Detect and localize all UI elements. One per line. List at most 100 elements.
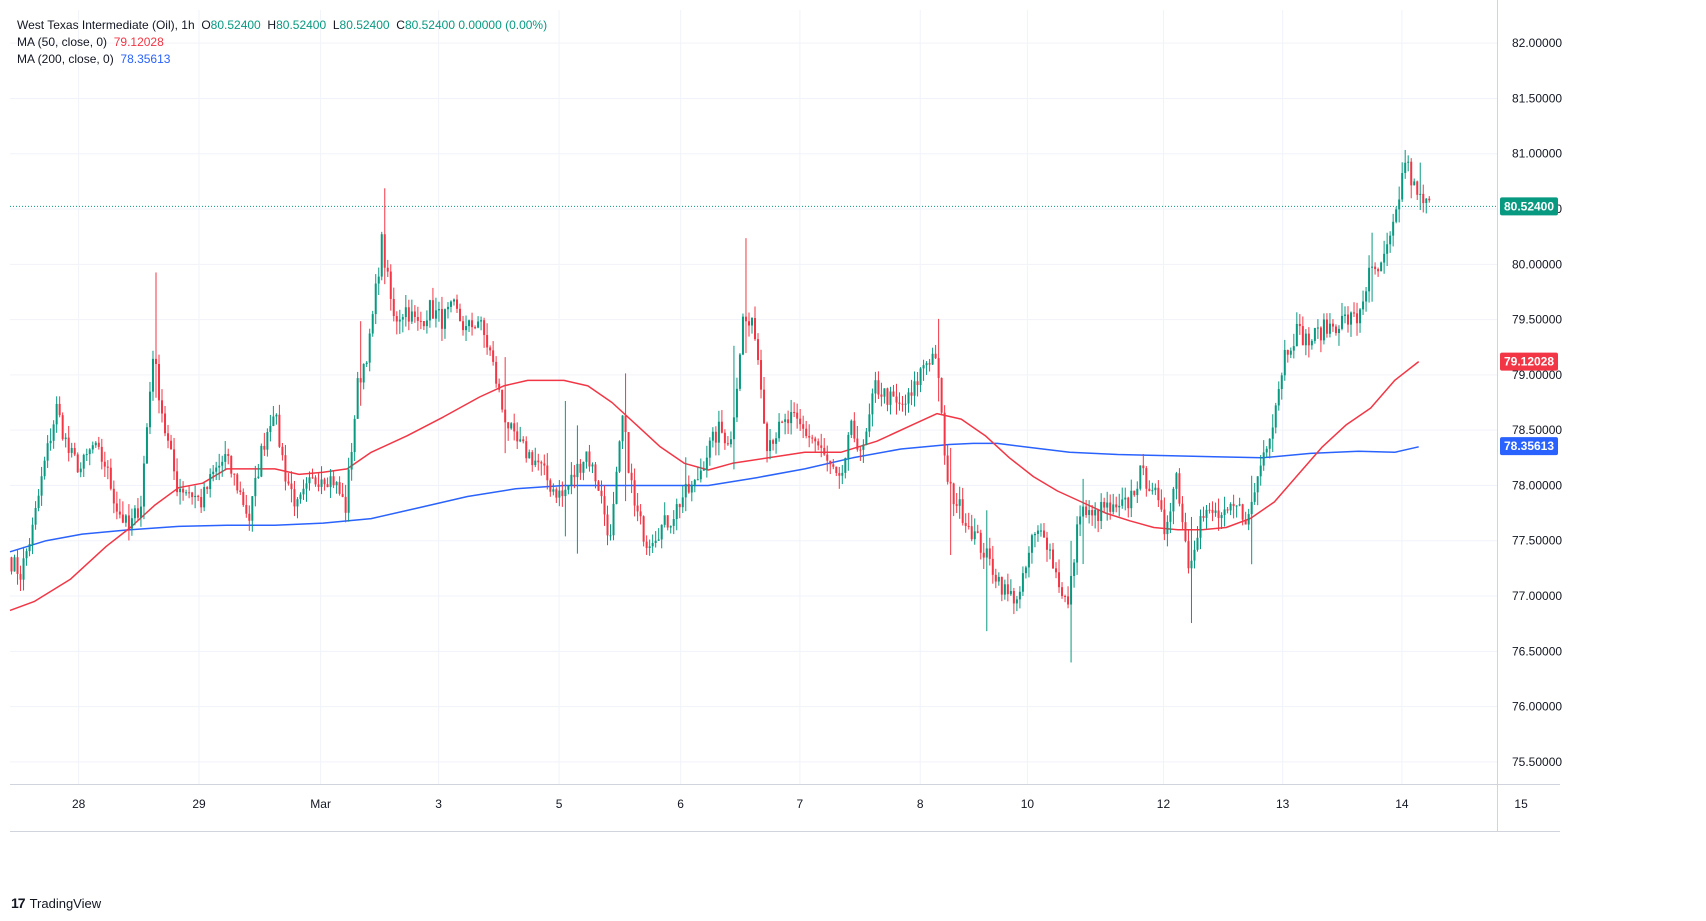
candle-body — [1052, 549, 1055, 569]
candle-body — [1202, 516, 1205, 518]
symbol-row[interactable]: West Texas Intermediate (Oil), 1h O80.52… — [17, 17, 547, 34]
candle-body — [1211, 509, 1214, 513]
candle-body — [889, 391, 892, 405]
candle-body — [1067, 596, 1070, 605]
candle-body — [853, 420, 856, 439]
candle-body — [266, 432, 269, 450]
candle-body — [1343, 314, 1346, 316]
candle-body — [314, 477, 317, 485]
candle-body — [145, 427, 148, 464]
candle-body — [1000, 576, 1003, 595]
candle-body — [311, 477, 314, 479]
candle-body — [1199, 516, 1202, 538]
candle-body — [702, 469, 705, 471]
candle-body — [1205, 509, 1208, 518]
candle-body — [389, 271, 392, 299]
candle-body — [910, 392, 913, 396]
candle-body — [1283, 349, 1286, 376]
candle-body — [344, 496, 347, 513]
candle-body — [579, 463, 582, 473]
candle-body — [212, 471, 215, 475]
candle-body — [170, 440, 173, 450]
candle-body — [871, 393, 874, 415]
candle-body — [757, 339, 760, 361]
candle-body — [404, 307, 407, 318]
candle-body — [278, 414, 281, 447]
x-tick-label: Mar — [310, 797, 331, 811]
candle-body — [425, 320, 428, 327]
candle-body — [1265, 448, 1268, 453]
candle-body — [741, 316, 744, 355]
candle-body — [224, 454, 227, 462]
candle-body — [188, 492, 191, 494]
candle-body — [1100, 501, 1103, 521]
last-price-badge-bg — [1500, 197, 1558, 216]
candle-body — [997, 576, 1000, 582]
candle-body — [826, 454, 829, 461]
candle-body — [1416, 181, 1419, 195]
ma200-legend-row[interactable]: MA (200, close, 0) 78.35613 — [17, 51, 547, 68]
candle-body — [760, 360, 763, 390]
candle-body — [410, 311, 413, 322]
candle-body — [1217, 510, 1220, 519]
candle-body — [329, 476, 332, 488]
candle-body — [735, 388, 738, 418]
candle-body — [1371, 266, 1374, 268]
candle-body — [603, 496, 606, 515]
candle-body — [1313, 328, 1316, 341]
candle-body — [994, 574, 997, 582]
candle-body — [1340, 315, 1343, 329]
candle-body — [1365, 291, 1368, 302]
candle-body — [961, 499, 964, 524]
candle-body — [215, 467, 218, 472]
candle-body — [865, 431, 868, 445]
candle-body — [1350, 312, 1353, 325]
candle-body — [519, 439, 522, 442]
candle-body — [576, 463, 579, 478]
y-tick-label: 78.00000 — [1512, 478, 1562, 492]
candle-body — [254, 477, 257, 497]
candle-body — [136, 508, 139, 518]
x-tick-label: 29 — [192, 797, 206, 811]
candle-body — [531, 452, 534, 466]
x-tick-label: 13 — [1276, 797, 1290, 811]
candle-body — [209, 474, 212, 490]
candle-body — [651, 543, 654, 547]
candle-body — [693, 479, 696, 485]
candle-body — [808, 435, 811, 438]
candle-body — [1262, 452, 1265, 466]
candle-body — [34, 508, 37, 525]
candle-body — [263, 445, 266, 450]
candle-body — [1395, 209, 1398, 222]
ma50-badge-bg — [1500, 352, 1558, 371]
candle-body — [913, 381, 916, 396]
candle-body — [257, 476, 260, 478]
candle-body — [161, 400, 164, 414]
axes — [10, 0, 1560, 832]
candle-body — [371, 314, 374, 334]
candle-body — [874, 380, 877, 394]
candle-body — [1184, 522, 1187, 542]
tradingview-brand[interactable]: 17 TradingView — [11, 895, 101, 911]
candle-body — [495, 361, 498, 384]
candle-body — [1178, 473, 1181, 504]
candle-body — [55, 403, 58, 425]
candle-body — [31, 524, 34, 545]
y-tick-label: 82.00000 — [1512, 36, 1562, 50]
candle-body — [1301, 326, 1304, 346]
candle-body — [79, 468, 82, 473]
candle-body — [91, 445, 94, 450]
candle-body — [504, 409, 507, 423]
candle-body — [227, 454, 230, 456]
candle-body — [847, 434, 850, 459]
candle-body — [585, 451, 588, 462]
ma50-legend-row[interactable]: MA (50, close, 0) 79.12028 — [17, 34, 547, 51]
x-axis-ticks: 28 29 Mar 3 5 6 7 8 10 12 13 14 15 — [72, 797, 1528, 811]
candle-body — [850, 420, 853, 435]
candle-body — [594, 464, 597, 482]
tradingview-logo-icon: 17 — [11, 895, 26, 911]
candle-body — [1021, 573, 1024, 592]
candle-body — [1304, 333, 1307, 346]
candle-body — [1142, 465, 1145, 469]
